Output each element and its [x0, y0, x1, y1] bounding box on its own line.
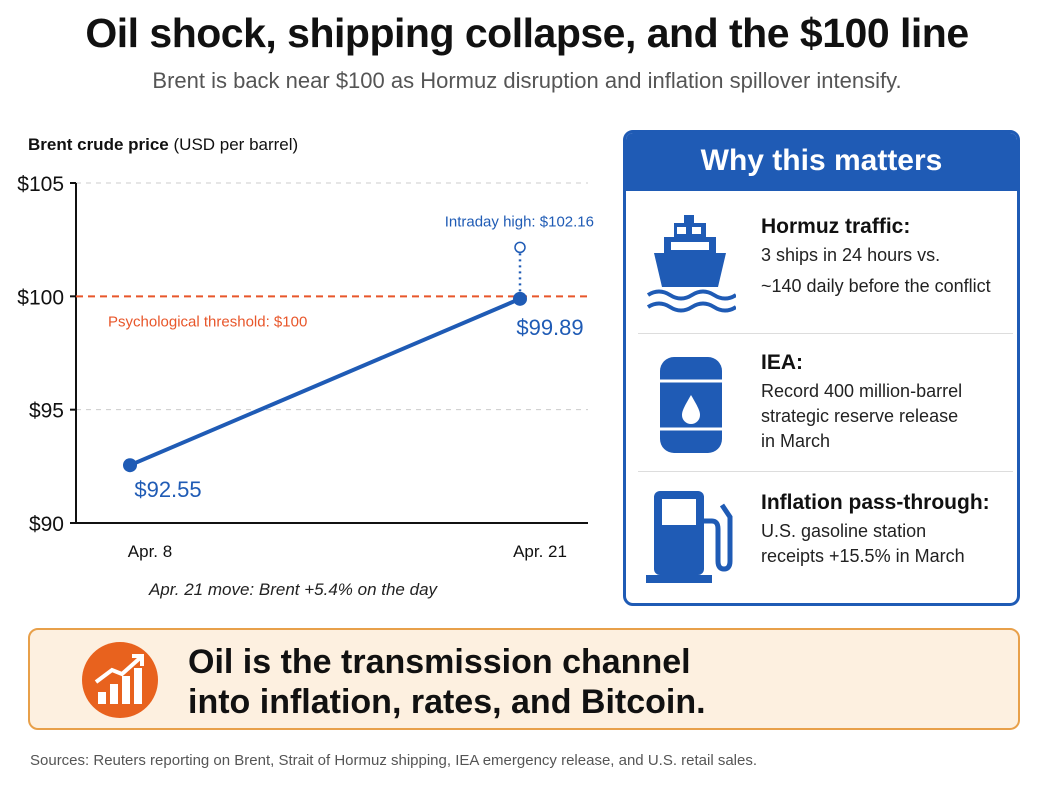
page-subtitle: Brent is back near $100 as Hormuz disrup…: [152, 68, 902, 93]
data-label: $92.55: [134, 477, 201, 502]
divider: [638, 471, 1013, 472]
threshold-label: Psychological threshold: $100: [108, 313, 307, 330]
item-text: in March: [761, 431, 831, 451]
x-tick-label: Apr. 21: [513, 542, 567, 561]
key-takeaway-banner: Oil is the transmission channel into inf…: [28, 628, 1020, 730]
fuel-pump-icon: [646, 491, 733, 583]
item-title: Hormuz traffic:: [761, 215, 911, 238]
sources-note: Sources: Reuters reporting on Brent, Str…: [30, 752, 758, 769]
page-title: Oil shock, shipping collapse, and the $1…: [85, 10, 969, 56]
x-tick-label: Apr. 8: [128, 542, 172, 561]
intraday-high-label: Intraday high: $102.16: [445, 213, 594, 230]
panel-heading: Why this matters: [626, 133, 1017, 191]
rising-chart-icon: [82, 642, 158, 718]
data-point: [123, 458, 137, 473]
divider: [638, 333, 1013, 334]
why-this-matters-panel: Why this matters Hormuz traffic: 3 ships…: [623, 130, 1020, 606]
data-point: [513, 291, 527, 306]
banner-text: into inflation, rates, and Bitcoin.: [188, 683, 706, 721]
banner-text: Oil is the transmission channel: [188, 643, 691, 681]
ship-icon: [646, 215, 736, 313]
data-label: $99.89: [516, 315, 583, 340]
intraday-high-marker: [514, 241, 526, 254]
price-line: [129, 296, 521, 468]
item-text: receipts +15.5% in March: [761, 546, 965, 566]
y-tick-label: $100: [17, 286, 64, 309]
y-tick-label: $105: [17, 173, 64, 196]
item-text: U.S. gasoline station: [761, 521, 927, 541]
chart-title: Brent crude price (USD per barrel): [28, 135, 298, 154]
item-text: Record 400 million-barrel: [761, 381, 963, 401]
item-title: Inflation pass-through:: [761, 491, 990, 514]
oil-barrel-icon: [660, 357, 722, 453]
item-text: 3 ships in 24 hours vs.: [761, 245, 941, 265]
y-tick-label: $90: [29, 513, 64, 536]
item-title: IEA:: [761, 351, 803, 374]
y-tick-label: $95: [29, 400, 64, 423]
item-text: ~140 daily before the conflict: [761, 276, 991, 296]
brent-price-chart: Brent crude price (USD per barrel) $90 $95…: [17, 135, 594, 599]
chart-note: Apr. 21 move: Brent +5.4% on the day: [148, 580, 439, 599]
item-text: strategic reserve release: [761, 406, 959, 426]
